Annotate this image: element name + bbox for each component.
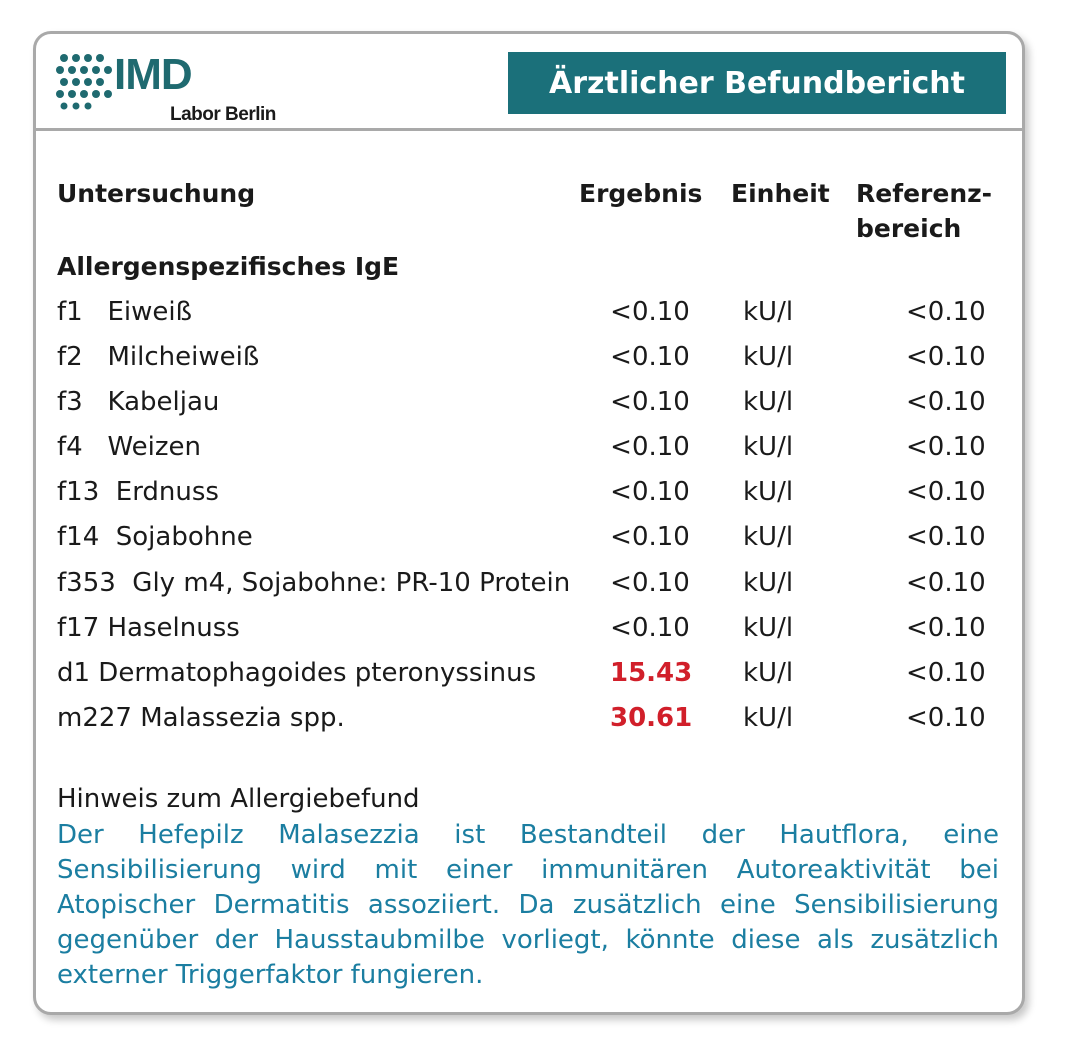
header-divider	[36, 128, 1022, 131]
row-result: <0.10	[610, 297, 690, 327]
table-row: f13 Erdnuss <0.10 kU/l <0.10	[36, 474, 1022, 519]
row-reference: <0.10	[906, 477, 986, 508]
row-reference: <0.10	[906, 342, 986, 373]
imd-logo: IMD Labor Berlin	[56, 50, 276, 132]
row-result: <0.10	[610, 612, 690, 643]
row-reference: <0.10	[906, 657, 986, 688]
row-reference: <0.10	[906, 612, 986, 643]
row-reference: <0.10	[906, 297, 986, 327]
table-row: f17 Haselnuss <0.10 kU/l <0.10	[36, 610, 1022, 655]
row-result: <0.10	[610, 387, 690, 418]
row-reference: <0.10	[906, 432, 986, 463]
table-row: f1 Eiweiß <0.10 kU/l <0.10	[36, 294, 1022, 339]
table-row: f3 Kabeljau <0.10 kU/l <0.10	[36, 384, 1022, 429]
row-test-label: f3 Kabeljau	[57, 387, 220, 418]
row-unit: kU/l	[743, 342, 794, 373]
row-unit: kU/l	[743, 702, 794, 733]
row-unit: kU/l	[743, 567, 794, 598]
column-header-test: Untersuchung	[57, 179, 256, 208]
column-header-result: Ergebnis	[579, 179, 703, 208]
row-unit: kU/l	[743, 477, 794, 508]
table-row: f353 Gly m4, Sojabohne: PR-10 Protein <0…	[36, 565, 1022, 610]
column-header-unit: Einheit	[731, 179, 830, 208]
section-title: Allergenspezifisches IgE	[57, 252, 400, 281]
row-unit: kU/l	[743, 522, 794, 553]
row-unit: kU/l	[743, 657, 794, 688]
note-text: Der Hefepilz Malasezzia ist Bestandteil …	[57, 820, 999, 990]
row-test-label: m227 Malassezia spp.	[57, 702, 345, 733]
row-result: <0.10	[610, 567, 690, 598]
row-unit: kU/l	[743, 612, 794, 643]
note-title: Hinweis zum Allergiebefund	[57, 784, 420, 814]
report-title: Ärztlicher Befundbericht	[508, 52, 1006, 114]
row-reference: <0.10	[906, 567, 986, 598]
table-row: f4 Weizen <0.10 kU/l <0.10	[36, 429, 1022, 474]
results-table: f1 Eiweiß <0.10 kU/l <0.10 f2 Milcheiwei…	[36, 294, 1022, 745]
table-row: f14 Sojabohne <0.10 kU/l <0.10	[36, 519, 1022, 564]
table-row: m227 Malassezia spp. 30.61 kU/l <0.10	[36, 700, 1022, 745]
row-result-elevated: 30.61	[610, 702, 693, 733]
row-result: <0.10	[610, 522, 690, 553]
row-reference: <0.10	[906, 702, 986, 733]
row-result: <0.10	[610, 432, 690, 463]
column-header-reference: Referenz- bereich	[856, 176, 992, 246]
row-test-label: f17 Haselnuss	[57, 612, 240, 643]
column-header-reference-line2: bereich	[856, 214, 962, 243]
row-test-label: f4 Weizen	[57, 432, 202, 463]
row-unit: kU/l	[743, 387, 794, 418]
report-card: IMD Labor Berlin Ärztlicher Befundberich…	[33, 31, 1025, 1015]
logo-dots-icon	[56, 54, 112, 110]
row-test-label: f2 Milcheiweiß	[57, 342, 260, 373]
table-row: d1 Dermatophagoides pteronyssinus 15.43 …	[36, 655, 1022, 700]
logo-name: IMD	[114, 50, 193, 99]
row-test-label: f353 Gly m4, Sojabohne: PR-10 Protein	[57, 567, 571, 598]
logo-subtitle: Labor Berlin	[170, 104, 276, 125]
row-test-label: f13 Erdnuss	[57, 477, 219, 508]
row-test-label: d1 Dermatophagoides pteronyssinus	[57, 657, 537, 688]
table-row: f2 Milcheiweiß <0.10 kU/l <0.10	[36, 339, 1022, 384]
row-test-label: f1 Eiweiß	[57, 297, 193, 327]
row-result-elevated: 15.43	[610, 657, 693, 688]
row-test-label: f14 Sojabohne	[57, 522, 253, 553]
row-unit: kU/l	[743, 432, 794, 463]
column-header-reference-line1: Referenz-	[856, 179, 993, 208]
row-result: <0.10	[610, 477, 690, 508]
row-reference: <0.10	[906, 387, 986, 418]
row-result: <0.10	[610, 342, 690, 373]
row-reference: <0.10	[906, 522, 986, 553]
row-unit: kU/l	[743, 297, 794, 327]
